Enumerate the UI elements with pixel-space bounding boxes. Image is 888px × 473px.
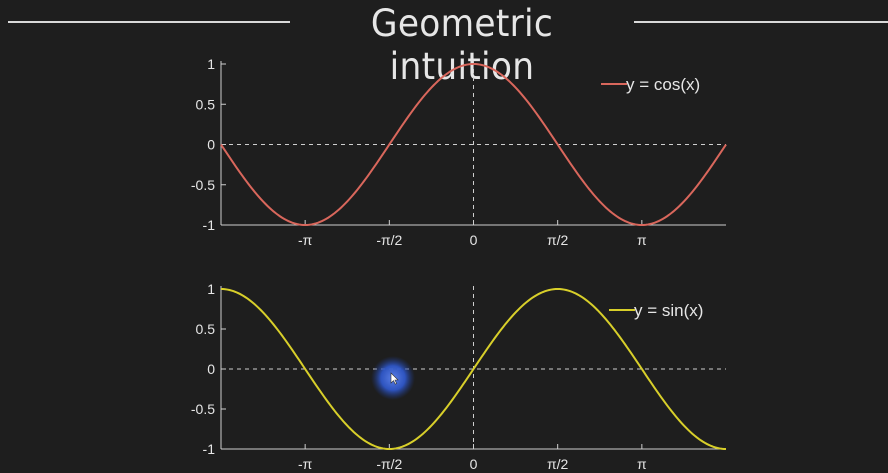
chart0-x-tick-label: π/2	[547, 232, 569, 248]
chart0-y-tick-label: 0	[207, 137, 215, 153]
chart1-y-tick-label: -1	[203, 441, 216, 457]
chart1-y-tick-label: -0.5	[191, 401, 215, 417]
title-divider-left	[8, 21, 290, 23]
chart0-legend-label: y = cos(x)	[626, 75, 700, 94]
chart1-x-tick-label: 0	[470, 456, 478, 472]
chart0-y-tick-label: -0.5	[191, 177, 215, 193]
chart1-series-line-sin	[220, 287, 727, 451]
mouse-pointer-icon	[371, 356, 415, 400]
chart1-x-tick-label: π	[637, 456, 647, 472]
chart1-y-tick-label: 0.5	[196, 321, 216, 337]
chart0-y-tick-label: 0.5	[196, 96, 216, 112]
chart0-x-tick-label: 0	[470, 232, 478, 248]
title-divider-right	[634, 21, 888, 23]
chart0-y-tick-label: 1	[207, 56, 215, 72]
chart0-x-tick-label: π	[637, 232, 647, 248]
chart1-x-tick-label: -π	[298, 456, 313, 472]
chart0-x-tick-label: -π/2	[376, 232, 402, 248]
chart0-y-tick-label: -1	[203, 217, 216, 233]
chart0-series-line-cos	[220, 62, 727, 227]
chart0-x-tick-label: -π	[298, 232, 313, 248]
chart1-x-tick-label: π/2	[547, 456, 569, 472]
chart1-x-tick-label: -π/2	[376, 456, 402, 472]
chart1-legend-label: y = sin(x)	[634, 301, 703, 320]
chart1-y-tick-label: 0	[207, 361, 215, 377]
chart1-y-tick-label: 1	[207, 281, 215, 297]
